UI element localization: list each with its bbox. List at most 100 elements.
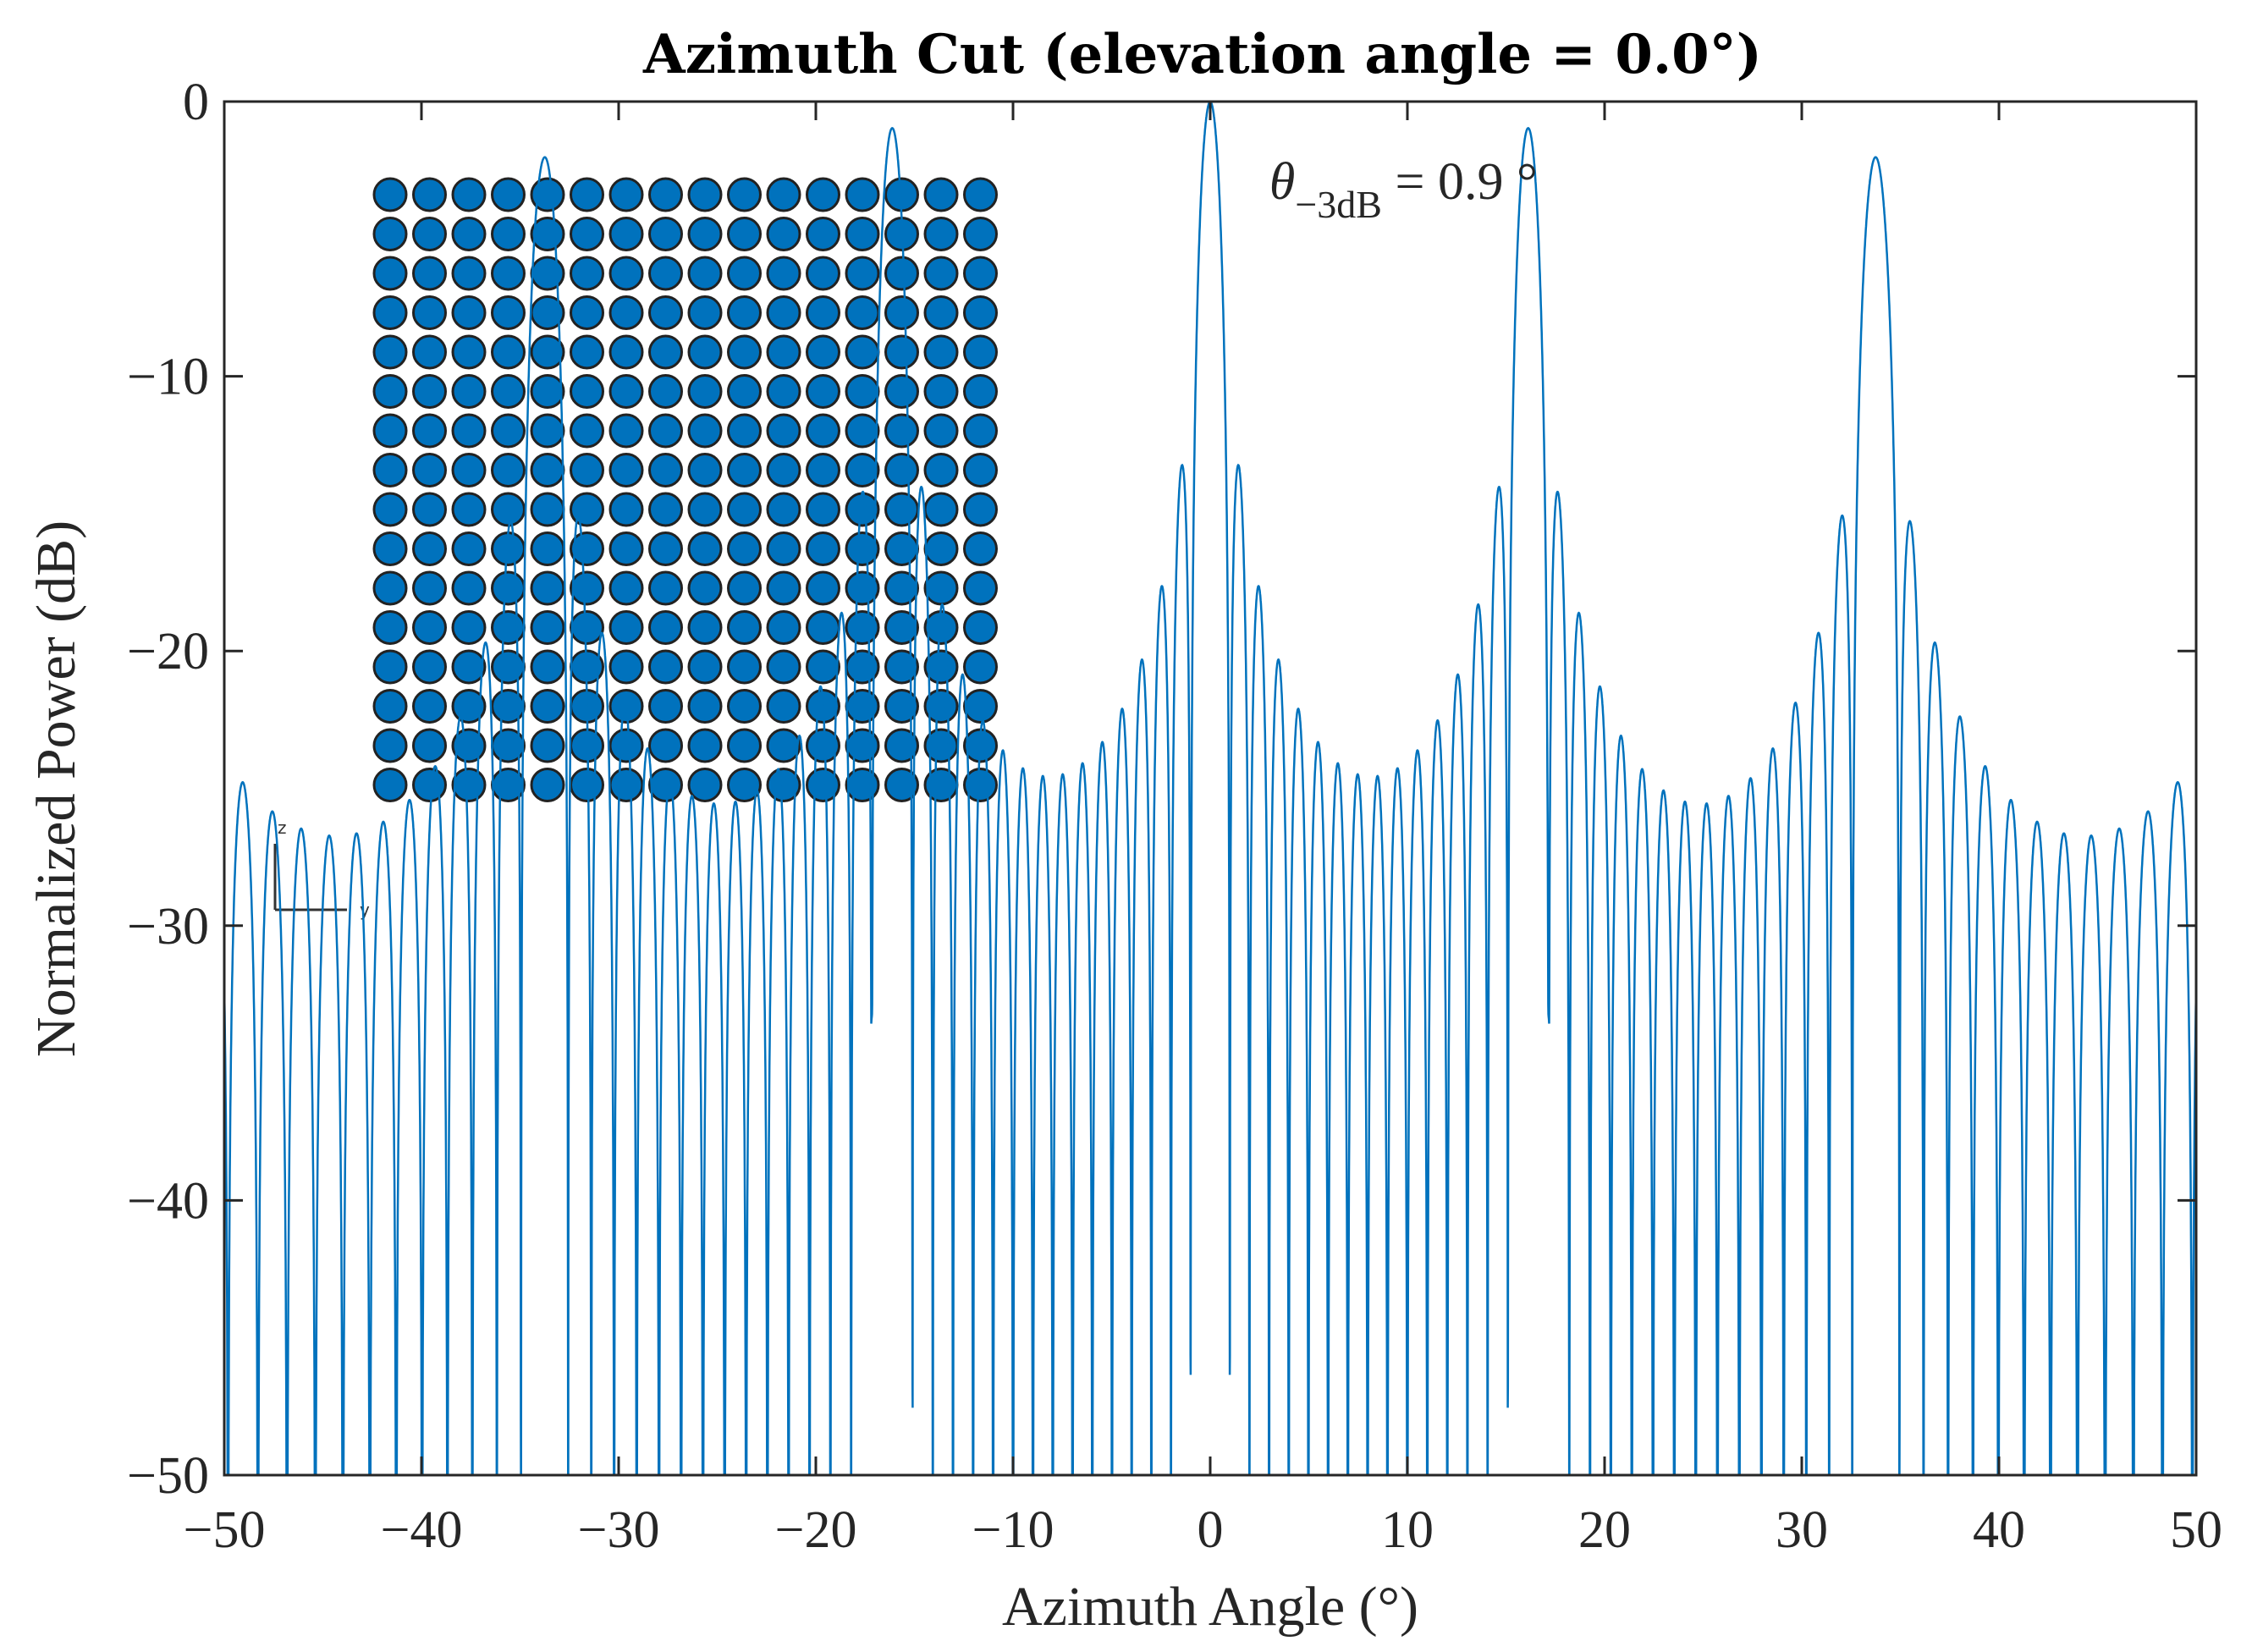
array-element: [412, 728, 447, 763]
array-element: [491, 492, 526, 527]
array-element: [451, 217, 487, 251]
array-element: [530, 256, 565, 291]
array-element: [491, 689, 526, 724]
array-element: [806, 531, 840, 566]
array-element: [648, 413, 683, 449]
array-element: [806, 413, 840, 449]
array-element: [530, 177, 565, 212]
x-tick-label: −20: [775, 1501, 857, 1559]
array-element: [608, 413, 644, 449]
x-axis-label: Azimuth Angle (°): [1002, 1576, 1418, 1638]
array-element: [608, 570, 644, 606]
array-element: [491, 453, 526, 487]
array-element: [687, 768, 723, 802]
array-element: [727, 413, 762, 449]
array-element: [372, 492, 408, 527]
array-element: [491, 177, 526, 212]
array-element: [884, 768, 919, 802]
array-element: [530, 649, 565, 685]
array-element: [806, 374, 840, 409]
array-element: [491, 610, 526, 645]
array-element: [963, 570, 998, 606]
array-element: [530, 531, 565, 566]
array-element: [727, 531, 762, 566]
array-element: [727, 728, 762, 763]
array-element: [923, 453, 959, 487]
array-element: [491, 570, 526, 606]
array-element: [648, 649, 683, 685]
array-element: [963, 413, 998, 449]
array-element: [884, 413, 919, 449]
array-element: [845, 453, 880, 487]
array-element: [687, 177, 723, 212]
array-element: [570, 453, 604, 487]
array-element: [806, 492, 840, 527]
array-element: [372, 256, 408, 291]
array-element: [570, 570, 604, 606]
array-element: [766, 256, 801, 291]
array-element: [766, 374, 801, 409]
array-element: [845, 570, 880, 606]
array-element: [570, 177, 604, 212]
array-element: [766, 413, 801, 449]
array-element: [372, 768, 408, 802]
array-element: [923, 413, 959, 449]
array-element: [608, 492, 644, 527]
array-element: [530, 413, 565, 449]
array-element: [530, 492, 565, 527]
array-element: [727, 374, 762, 409]
array-element: [648, 334, 683, 370]
array-element: [963, 453, 998, 487]
array-element: [451, 649, 487, 685]
array-element: [648, 217, 683, 251]
array-element: [923, 649, 959, 685]
array-element: [687, 334, 723, 370]
array-element: [884, 295, 919, 330]
array-element: [570, 334, 604, 370]
array-element: [687, 374, 723, 409]
array-element: [727, 492, 762, 527]
array-element: [806, 649, 840, 685]
array-element: [845, 492, 880, 527]
array-element: [727, 610, 762, 645]
array-element: [608, 728, 644, 763]
array-element: [963, 374, 998, 409]
array-element: [372, 217, 408, 251]
array-element: [648, 256, 683, 291]
array-element: [530, 610, 565, 645]
x-tick-label: 0: [1198, 1501, 1224, 1559]
array-element: [372, 570, 408, 606]
array-element: [451, 177, 487, 212]
array-element: [608, 531, 644, 566]
array-element: [884, 531, 919, 566]
array-element: [727, 334, 762, 370]
array-element: [727, 453, 762, 487]
array-element: [648, 768, 683, 802]
chart-title: Azimuth Cut (elevation angle = 0.0°): [642, 23, 1762, 86]
array-element: [648, 374, 683, 409]
array-element: [963, 295, 998, 330]
array-element: [884, 610, 919, 645]
annotation-value: = 0.9 °: [1382, 153, 1538, 211]
array-element: [412, 295, 447, 330]
array-element: [412, 334, 447, 370]
array-element: [412, 177, 447, 212]
array-element: [491, 649, 526, 685]
array-element: [570, 374, 604, 409]
array-element: [687, 413, 723, 449]
array-element: [491, 256, 526, 291]
array-element: [963, 177, 998, 212]
array-element: [451, 453, 487, 487]
array-element: [372, 295, 408, 330]
array-element: [845, 413, 880, 449]
array-element: [530, 374, 565, 409]
array-element: [687, 217, 723, 251]
triad-z-label: z: [278, 818, 287, 838]
array-element: [648, 453, 683, 487]
array-element: [806, 610, 840, 645]
array-element: [687, 610, 723, 645]
array-element: [648, 177, 683, 212]
array-element: [963, 610, 998, 645]
array-element: [727, 689, 762, 724]
